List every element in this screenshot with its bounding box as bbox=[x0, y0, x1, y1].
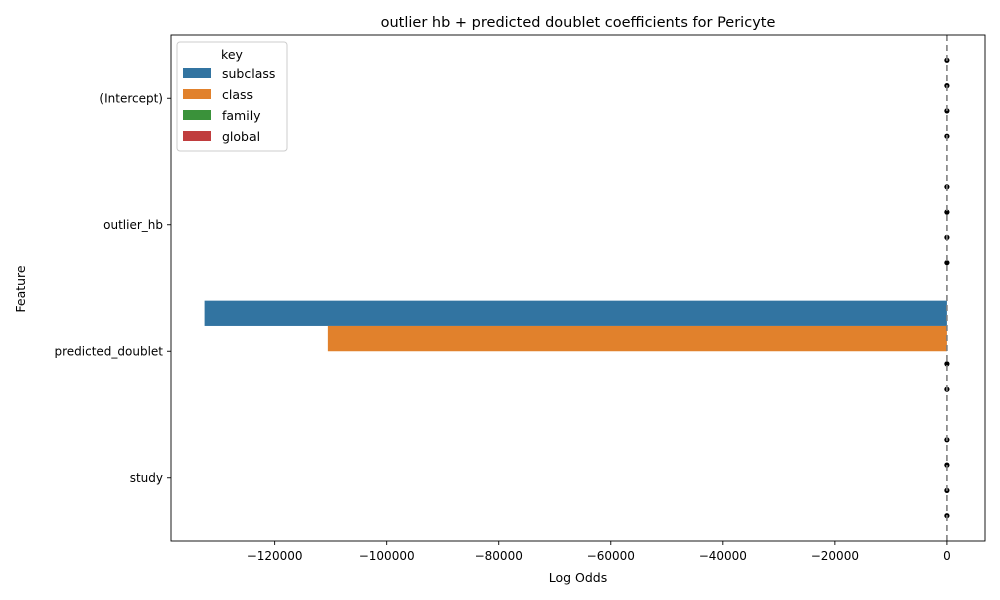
x-tick-label: −20000 bbox=[811, 549, 859, 563]
plot-area-frame bbox=[170, 34, 986, 542]
legend-swatch-family bbox=[183, 110, 211, 120]
x-tick-label: 0 bbox=[943, 549, 951, 563]
bar-predicted-doublet-subclass bbox=[204, 300, 947, 326]
legend-swatch-subclass bbox=[183, 68, 211, 78]
y-axis: (Intercept) outlier_hb predicted_doubletst… bbox=[54, 91, 171, 485]
legend: key subclass class family global bbox=[176, 41, 288, 152]
legend-label-subclass: subclass bbox=[222, 66, 275, 81]
y-axis-label: Feature bbox=[13, 265, 28, 313]
legend-swatch-class bbox=[183, 89, 211, 99]
bars-group bbox=[204, 47, 947, 529]
x-axis-label: Log Odds bbox=[549, 570, 608, 585]
x-tick-label: −120000 bbox=[247, 549, 303, 563]
x-tick-label: −80000 bbox=[475, 549, 523, 563]
legend-label-family: family bbox=[222, 108, 261, 123]
error-point-outlier-hb-class bbox=[944, 209, 950, 215]
y-tick-label: outlier_hb bbox=[103, 218, 163, 232]
legend-title: key bbox=[221, 47, 243, 62]
x-tick-label: −100000 bbox=[359, 549, 415, 563]
legend-swatch-global bbox=[183, 131, 211, 141]
chart-title: outlier hb + predicted doublet coefficie… bbox=[381, 15, 776, 31]
error-point-outlier-hb-global bbox=[944, 260, 950, 266]
y-tick-label: predicted_doublet bbox=[54, 344, 163, 358]
x-tick-label: −60000 bbox=[587, 549, 635, 563]
legend-label-global: global bbox=[222, 129, 260, 144]
bar-predicted-doublet-class bbox=[327, 325, 947, 352]
x-tick-label: −40000 bbox=[699, 549, 747, 563]
y-tick-label: study bbox=[130, 471, 163, 485]
x-axis: −120000 −100000 −80000 −60000 −40000 −20000 0 bbox=[247, 541, 951, 563]
error-points-group bbox=[944, 57, 950, 519]
y-tick-label: (Intercept) bbox=[99, 91, 163, 105]
error-point-predicted-doublet-family bbox=[944, 361, 950, 367]
legend-label-class: class bbox=[222, 87, 253, 102]
